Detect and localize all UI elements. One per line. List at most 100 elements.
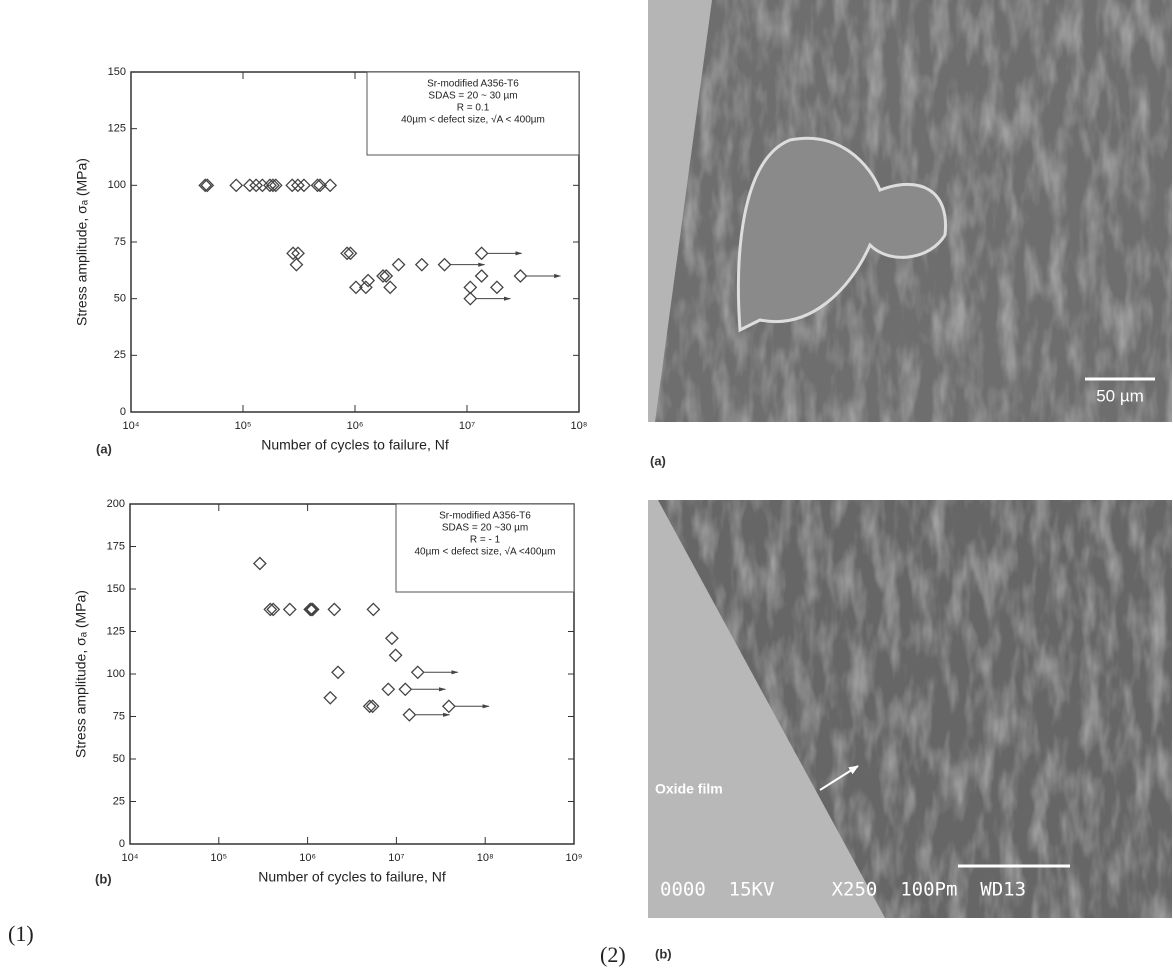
data-point xyxy=(463,280,478,295)
y-tick-label: 25 xyxy=(113,795,125,807)
data-point xyxy=(490,280,504,295)
x-tick-label: 10⁶ xyxy=(347,420,364,432)
legend-box xyxy=(395,503,575,593)
annotation: Oxide film xyxy=(655,781,723,797)
data-point xyxy=(303,602,318,617)
data-point xyxy=(398,682,413,697)
data-point xyxy=(343,246,358,261)
legend-text: SDAS = 20 ~30 µm xyxy=(442,523,528,534)
legend-text: SDAS = 20 ~ 30 µm xyxy=(428,91,517,102)
data-point xyxy=(437,257,452,272)
x-tick-label: 10⁴ xyxy=(123,420,140,432)
data-point xyxy=(358,280,373,295)
y-tick-label: 50 xyxy=(114,293,126,305)
x-tick-label: 10⁴ xyxy=(122,852,139,864)
data-point xyxy=(200,178,215,193)
x-tick-label: 10⁸ xyxy=(477,852,494,864)
y-tick-label: 150 xyxy=(107,583,125,595)
y-axis-label: Stress amplitude, σₐ (MPa) xyxy=(73,590,89,758)
y-tick-label: 175 xyxy=(107,540,125,552)
figure-label: (1) xyxy=(8,921,34,946)
data-point xyxy=(242,178,257,193)
data-point xyxy=(365,699,380,714)
data-point xyxy=(362,699,377,714)
micrograph-a: 50 µm xyxy=(648,0,1172,422)
micrograph-b: Oxide film 0000 15KV X250 100Pm WD13 xyxy=(648,500,1172,918)
data-point xyxy=(305,602,320,617)
x-tick-label: 10⁸ xyxy=(571,420,588,432)
x-axis-label: Number of cycles to failure, Nf xyxy=(261,437,449,453)
figure-label: (2) xyxy=(600,942,626,967)
data-point xyxy=(310,178,325,193)
data-point xyxy=(463,291,478,306)
y-tick-label: 100 xyxy=(107,668,125,680)
data-point xyxy=(388,648,403,663)
data-point xyxy=(474,269,489,283)
data-point xyxy=(474,246,489,261)
data-point xyxy=(290,178,305,193)
data-point xyxy=(291,246,305,261)
y-axis-label: Stress amplitude, σₐ (MPa) xyxy=(74,158,90,326)
data-point xyxy=(376,269,390,283)
legend-text: 40µm < defect size, √A < 400µm xyxy=(401,114,545,126)
y-tick-label: 100 xyxy=(108,179,126,191)
x-tick-label: 10⁹ xyxy=(566,852,583,864)
data-point xyxy=(361,273,376,288)
data-point xyxy=(263,602,278,617)
data-point xyxy=(304,602,319,617)
legend-text: 40µm < defect size, √A <400µm xyxy=(415,546,556,558)
y-tick-label: 75 xyxy=(113,710,125,722)
legend-box xyxy=(366,71,580,156)
data-point xyxy=(282,602,297,617)
legend-text: Sr-modified A356-T6 xyxy=(439,511,531,522)
data-point xyxy=(414,257,429,272)
data-point xyxy=(266,178,280,193)
data-point xyxy=(252,556,267,571)
y-tick-label: 200 xyxy=(107,498,125,510)
x-axis-label: Number of cycles to failure, Nf xyxy=(258,869,446,885)
y-tick-label: 150 xyxy=(108,66,126,78)
data-point xyxy=(366,602,381,617)
legend-text: R = 0.1 xyxy=(457,103,490,114)
panel-label: (a) xyxy=(96,441,112,456)
y-tick-label: 25 xyxy=(114,349,126,361)
data-point xyxy=(323,178,338,193)
x-tick-label: 10⁵ xyxy=(210,852,227,864)
legend-text: R = - 1 xyxy=(470,535,501,546)
data-point xyxy=(297,178,311,193)
data-point xyxy=(391,257,406,272)
data-point xyxy=(349,280,363,295)
data-point xyxy=(327,602,342,617)
panel-label: (b) xyxy=(655,946,672,961)
y-tick-label: 0 xyxy=(119,838,125,850)
data-point xyxy=(379,269,394,283)
data-point xyxy=(331,665,345,680)
x-tick-label: 10⁶ xyxy=(299,852,316,864)
data-point xyxy=(198,178,213,193)
scale-bar-label: 50 µm xyxy=(1096,386,1144,405)
data-point xyxy=(441,699,456,714)
data-point xyxy=(268,178,283,193)
panel-label: (a) xyxy=(650,453,666,468)
y-tick-label: 50 xyxy=(113,753,125,765)
x-tick-label: 10⁷ xyxy=(388,852,404,864)
data-point xyxy=(249,178,264,193)
data-point xyxy=(340,246,355,261)
data-point xyxy=(285,178,300,193)
data-point xyxy=(313,178,328,193)
data-point xyxy=(323,690,338,705)
y-tick-label: 0 xyxy=(120,406,126,418)
data-point xyxy=(383,280,398,295)
data-point xyxy=(402,707,417,722)
legend-text: Sr-modified A356-T6 xyxy=(427,79,519,90)
y-tick-label: 125 xyxy=(108,123,126,135)
y-tick-label: 125 xyxy=(107,625,125,637)
data-point xyxy=(381,682,396,697)
data-point xyxy=(263,178,277,193)
data-point xyxy=(384,631,399,646)
data-point xyxy=(410,665,425,680)
data-point xyxy=(513,269,528,283)
data-point xyxy=(266,602,281,617)
y-tick-label: 75 xyxy=(114,236,126,248)
